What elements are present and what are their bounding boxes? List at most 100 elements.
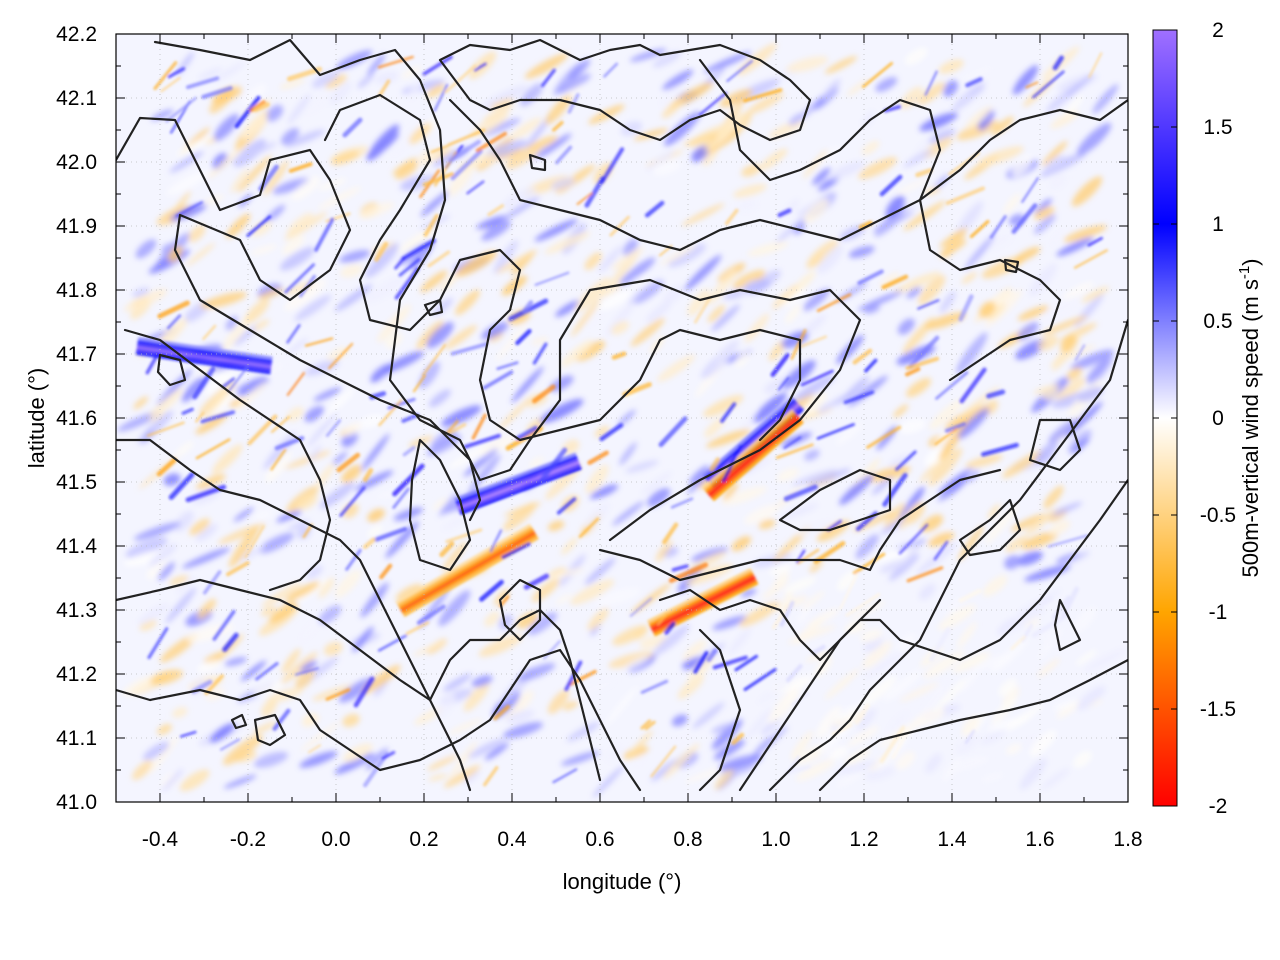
heatmap-cell	[647, 488, 671, 507]
heatmap-feature-streak	[704, 399, 796, 479]
heatmap-cell	[428, 773, 448, 782]
heatmap-texture-streak	[222, 632, 239, 652]
heatmap-cell	[939, 291, 956, 313]
heatmap-cell	[334, 569, 362, 598]
heatmap-texture-streak	[221, 377, 235, 388]
heatmap-cell	[822, 79, 841, 101]
heatmap-cell	[455, 250, 498, 277]
x-tick-label: 0.0	[321, 828, 350, 851]
heatmap-cell	[296, 494, 318, 510]
heatmap-cell	[504, 690, 534, 719]
heatmap-texture-streak	[866, 425, 902, 449]
heatmap-cell	[166, 170, 210, 196]
heatmap-cell	[383, 351, 424, 373]
heatmap-cell	[587, 608, 609, 631]
heatmap-cell	[570, 679, 616, 700]
heatmap-cell	[897, 318, 915, 335]
heatmap-cell	[212, 86, 242, 104]
heatmap-texture-streak	[489, 529, 503, 553]
heatmap-cell	[836, 705, 861, 721]
heatmap-cell	[417, 148, 438, 166]
heatmap-cell	[647, 149, 676, 172]
heatmap-cell	[957, 525, 984, 561]
heatmap-cell	[1029, 729, 1057, 757]
heatmap-cell	[476, 215, 508, 230]
heatmap-cell	[728, 627, 752, 655]
heatmap-cell	[167, 245, 183, 263]
heatmap-cell	[684, 254, 722, 291]
heatmap-texture-streak	[325, 688, 351, 701]
heatmap-cell	[279, 78, 306, 90]
heatmap-texture-streak	[603, 62, 619, 78]
heatmap-cell	[300, 619, 320, 642]
heatmap-texture-streak	[286, 324, 301, 344]
heatmap-cell	[802, 149, 828, 179]
contour-line	[1053, 598, 1082, 652]
heatmap-cell	[179, 769, 210, 792]
heatmap-cell	[867, 466, 911, 483]
heatmap-cell	[550, 567, 584, 580]
heatmap-texture-streak	[777, 208, 792, 218]
heatmap-cell	[753, 392, 788, 423]
heatmap-cell	[197, 660, 221, 673]
heatmap-cell	[903, 149, 934, 168]
contour-line	[528, 153, 547, 172]
heatmap-cell	[732, 269, 766, 290]
heatmap-cell	[919, 680, 949, 719]
heatmap-cell	[498, 614, 513, 630]
heatmap-cell	[501, 275, 528, 296]
heatmap-cell	[304, 406, 325, 422]
heatmap-cell	[662, 97, 684, 119]
heatmap-cell	[707, 304, 726, 323]
heatmap-texture-streak	[145, 352, 160, 375]
heatmap-texture-streak	[487, 204, 505, 217]
heatmap-cell	[203, 652, 223, 663]
heatmap-texture-streak	[915, 168, 933, 178]
heatmap-cell	[174, 441, 194, 458]
heatmap-cell	[860, 628, 883, 643]
heatmap-texture-streak	[706, 648, 718, 662]
heatmap-texture-streak	[180, 730, 197, 738]
heatmap-cell	[660, 79, 682, 107]
heatmap-cell	[1066, 367, 1082, 381]
heatmap-cell	[1019, 758, 1047, 790]
y-tick-label: 41.4	[56, 535, 97, 558]
heatmap-cell	[360, 433, 390, 472]
heatmap-cell	[1006, 703, 1044, 731]
heatmap-cell	[176, 576, 195, 595]
heatmap-cell	[1037, 657, 1061, 678]
heatmap-cell	[990, 637, 1029, 674]
heatmap-cell	[846, 78, 870, 97]
contour-line	[153, 38, 862, 542]
heatmap-cell	[987, 503, 1001, 520]
heatmap-cell	[196, 523, 218, 542]
y-tick-label: 41.9	[56, 215, 97, 238]
heatmap-cell	[1075, 649, 1098, 666]
heatmap-cell	[885, 195, 905, 219]
heatmap-cell	[420, 270, 448, 293]
heatmap-cell	[448, 162, 475, 197]
heatmap-texture-streak	[883, 105, 901, 113]
heatmap-cell	[809, 559, 823, 573]
heatmap-cell	[1042, 296, 1081, 320]
heatmap-cell	[796, 607, 811, 624]
heatmap-texture-streak	[857, 269, 884, 285]
heatmap-texture-streak	[450, 149, 483, 181]
heatmap-cell	[505, 142, 543, 170]
heatmap-cell	[716, 112, 744, 140]
heatmap-feature-streak	[652, 579, 757, 634]
x-axis: -0.4 -0.2 0.0 0.2 0.4 0.6 0.8 1.0 1.2 1.4 1.6 1.8	[115, 34, 1143, 851]
heatmap-texture-streak	[270, 448, 287, 471]
heatmap-cell	[260, 606, 277, 617]
heatmap-cell	[1041, 315, 1088, 336]
heatmap-texture-streak	[917, 299, 940, 310]
heatmap-cell	[857, 290, 904, 311]
heatmap-cell	[171, 706, 188, 718]
heatmap-cell	[547, 520, 565, 531]
heatmap-cell	[132, 287, 150, 298]
heatmap-texture-streak	[864, 358, 878, 373]
heatmap-feature-streak	[136, 346, 272, 369]
heatmap-texture-streak	[439, 541, 455, 558]
heatmap-cell	[200, 292, 247, 309]
heatmap-cell	[201, 385, 231, 422]
